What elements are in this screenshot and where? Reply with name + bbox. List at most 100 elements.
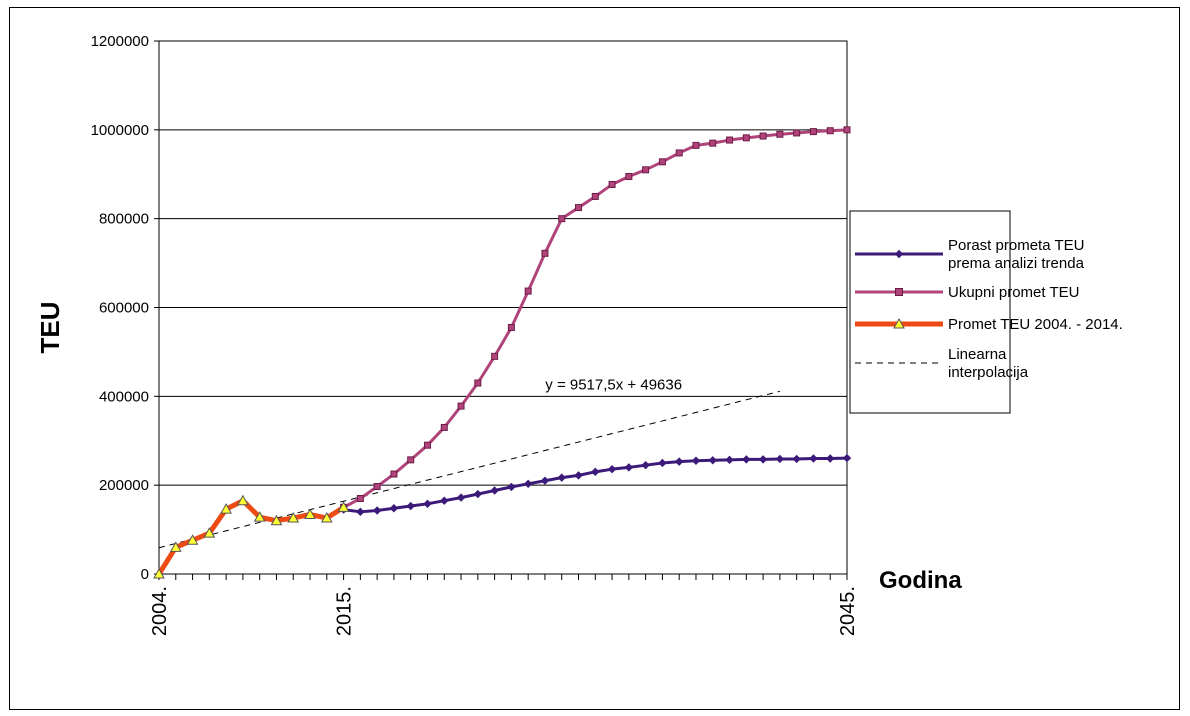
data-point [658, 458, 667, 468]
data-point [320, 512, 333, 523]
data-point [842, 453, 852, 463]
data-point [203, 527, 216, 538]
data-point [373, 482, 381, 490]
data-point [507, 482, 516, 492]
data-point [674, 457, 684, 466]
data-point [456, 493, 466, 502]
series-layer [153, 126, 852, 579]
data-point [826, 127, 834, 135]
data-point [153, 567, 165, 579]
x-tick-label: 2045. [837, 586, 859, 636]
data-point [270, 514, 283, 526]
data-point [607, 464, 617, 474]
data-point [490, 486, 499, 495]
data-point [440, 423, 448, 431]
gridlines [159, 40, 847, 575]
y-tick-label: 200000 [99, 477, 149, 494]
series-3 [158, 390, 781, 549]
trendline-equation: y = 9517,5x + 49636 [545, 376, 682, 393]
data-point [558, 215, 566, 223]
data-point [253, 511, 266, 522]
series-1 [340, 126, 851, 511]
data-point [169, 541, 182, 552]
data-point [708, 456, 717, 465]
data-point [474, 379, 482, 387]
y-tick-label: 400000 [99, 388, 149, 405]
x-tick-label: 2004. [149, 586, 171, 636]
x-axis-ticks: 2004. 2015. 2045. [149, 574, 859, 636]
legend-entry: Promet TEU 2004. - 2014. [855, 316, 1123, 333]
data-point [423, 499, 432, 509]
data-point [423, 441, 431, 449]
legend-entry: Ukupni promet TEU [855, 284, 1079, 301]
data-point [591, 192, 599, 200]
data-point [457, 402, 465, 410]
data-point [237, 494, 249, 506]
data-point [642, 166, 650, 174]
series-2 [153, 494, 350, 579]
data-point [591, 467, 600, 477]
chart-frame: 0 200000 400000 600000 800000 1000000 1200000 … [9, 7, 1180, 710]
data-point [691, 456, 701, 465]
data-point [524, 287, 532, 295]
legend-marker [894, 249, 904, 259]
data-point [507, 323, 515, 331]
data-point [491, 352, 499, 360]
series-line [156, 498, 345, 576]
line-chart: 020000040000060000080000010000001200000 … [35, 33, 1123, 636]
y-tick-label: 800000 [99, 211, 149, 228]
data-point [220, 503, 232, 514]
y-tick-label: 0 [141, 566, 149, 583]
y-tick-label: 600000 [99, 300, 149, 317]
legend-marker [895, 288, 903, 296]
series-0 [339, 453, 852, 517]
series-line [342, 128, 848, 509]
x-axis-title: Godina [879, 567, 962, 594]
legend-marker [893, 317, 905, 329]
data-point [826, 454, 835, 463]
data-point [390, 470, 398, 478]
legend-box [849, 210, 1011, 414]
data-point [356, 494, 364, 502]
data-point [372, 506, 382, 515]
data-point [541, 249, 549, 257]
data-point [775, 454, 785, 464]
legend-label: prema analizi trenda [948, 255, 1085, 272]
data-point [440, 496, 449, 505]
data-point [709, 139, 717, 147]
data-point [337, 501, 350, 512]
y-tick-label: 1200000 [91, 33, 149, 50]
legend-label: Linearna [948, 346, 1007, 363]
data-point [726, 136, 734, 144]
data-point [758, 455, 768, 464]
y-axis-ticks: 0 200000 400000 600000 800000 1000000 1200000 [91, 33, 159, 583]
legend-label: Promet TEU 2004. - 2014. [948, 316, 1123, 333]
legend-label: Porast prometa TEU [948, 237, 1084, 254]
data-point [575, 204, 583, 212]
data-point [186, 534, 199, 545]
y-tick-label: 1000000 [91, 122, 149, 139]
y-axis-title: TEU [35, 302, 65, 354]
data-point [641, 460, 650, 470]
data-point [304, 508, 316, 519]
x-tick-label: 2015. [334, 586, 356, 636]
data-point [389, 504, 399, 513]
data-point [792, 454, 801, 464]
data-point [759, 132, 767, 140]
data-point [574, 471, 583, 480]
legend-label: Ukupni promet TEU [948, 284, 1079, 301]
data-point [725, 455, 734, 465]
data-point [776, 130, 784, 138]
data-point [356, 507, 365, 517]
data-point [557, 473, 566, 482]
legend-label: interpolacija [948, 364, 1029, 381]
data-point [523, 479, 533, 489]
data-point [540, 476, 550, 485]
data-point [843, 126, 851, 134]
data-point [658, 158, 666, 166]
data-point [624, 463, 634, 472]
data-point [608, 180, 616, 188]
